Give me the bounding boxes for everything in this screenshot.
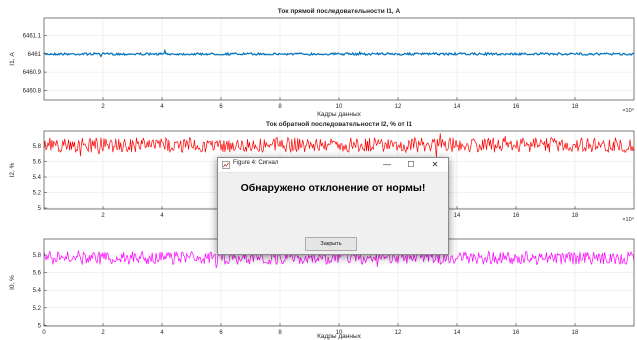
x-tick-label: 12 bbox=[395, 104, 402, 110]
x-tick-label: 16 bbox=[513, 104, 520, 110]
plot-i1 bbox=[43, 17, 635, 101]
y-axis-label: I1, А bbox=[9, 52, 16, 66]
matlab-figure-icon bbox=[222, 161, 230, 169]
x-tick-label: 10 bbox=[336, 104, 343, 110]
y-tick-label: 5 bbox=[38, 323, 42, 329]
x-tick-label: 18 bbox=[572, 104, 579, 110]
y-tick-label: 5.6 bbox=[33, 160, 42, 166]
x-tick-label: 6 bbox=[219, 104, 223, 110]
plot-i0 bbox=[43, 238, 635, 327]
dialog-message: Обнаружено отклонение от нормы! bbox=[240, 182, 426, 194]
dialog-close-button[interactable]: Закрыть bbox=[305, 237, 357, 251]
y-axis-label: I2, % bbox=[9, 162, 16, 177]
x-tick-label: 18 bbox=[572, 330, 579, 336]
x-tick-label: 2 bbox=[101, 213, 105, 219]
y-tick-label: 5.8 bbox=[33, 253, 42, 259]
x-tick-label: 2 bbox=[101, 330, 105, 336]
x-tick-label: 16 bbox=[513, 330, 520, 336]
y-tick-label: 5.6 bbox=[33, 271, 42, 277]
i2-signal-line bbox=[43, 133, 635, 158]
x-tick-label: 12 bbox=[395, 330, 402, 336]
y-tick-label: 6460.9 bbox=[23, 70, 42, 76]
x-tick-label: 2 bbox=[101, 104, 105, 110]
x-tick-label: 0 bbox=[42, 330, 46, 336]
close-button[interactable]: ✕ bbox=[431, 160, 439, 169]
y-tick-label: 5.4 bbox=[33, 288, 42, 294]
x-tick-label: 8 bbox=[278, 104, 282, 110]
x-tick-label: 16 bbox=[513, 213, 520, 219]
x-tick-label: 14 bbox=[454, 213, 461, 219]
y-tick-label: 5.2 bbox=[33, 191, 42, 197]
y-tick-label: 5.8 bbox=[33, 144, 42, 150]
x-tick-label: 4 bbox=[160, 104, 164, 110]
x-axis-label: Кадры данных bbox=[317, 333, 362, 340]
dialog-title: Figure 4: Сигнал bbox=[233, 160, 279, 166]
minimize-button[interactable]: — bbox=[383, 160, 391, 169]
axes-title: Ток обратной последовательности I2, % от… bbox=[266, 120, 412, 128]
x-exponent-label: ×10⁴ bbox=[622, 216, 634, 223]
alert-dialog: Figure 4: Сигнал — ☐ ✕ Обнаружено отклон… bbox=[217, 157, 449, 255]
x-tick-label: 8 bbox=[278, 330, 282, 336]
y-tick-label: 5.2 bbox=[33, 306, 42, 312]
x-tick-label: 14 bbox=[454, 104, 461, 110]
dialog-titlebar[interactable]: Figure 4: Сигнал — ☐ ✕ bbox=[218, 158, 448, 173]
x-tick-label: 4 bbox=[160, 213, 164, 219]
y-tick-label: 6460.8 bbox=[23, 88, 42, 94]
x-exponent-label: ×10⁴ bbox=[622, 107, 634, 114]
i1-signal-line bbox=[43, 48, 635, 58]
x-axis-label: Кадры данных bbox=[317, 111, 362, 118]
axes-title: Ток прямой последовательности I1, А bbox=[278, 7, 401, 15]
y-tick-label: 6461 bbox=[28, 52, 42, 58]
x-tick-label: 4 bbox=[160, 330, 164, 336]
x-tick-label: 18 bbox=[572, 213, 579, 219]
y-tick-label: 5.4 bbox=[33, 175, 42, 181]
x-tick-label: 14 bbox=[454, 330, 461, 336]
y-tick-label: 6461.1 bbox=[23, 34, 42, 40]
y-tick-label: 5 bbox=[38, 206, 42, 212]
x-tick-label: 6 bbox=[219, 330, 223, 336]
y-axis-label: I0, % bbox=[9, 275, 16, 290]
maximize-button[interactable]: ☐ bbox=[407, 160, 415, 169]
x-tick-label: 10 bbox=[336, 330, 343, 336]
